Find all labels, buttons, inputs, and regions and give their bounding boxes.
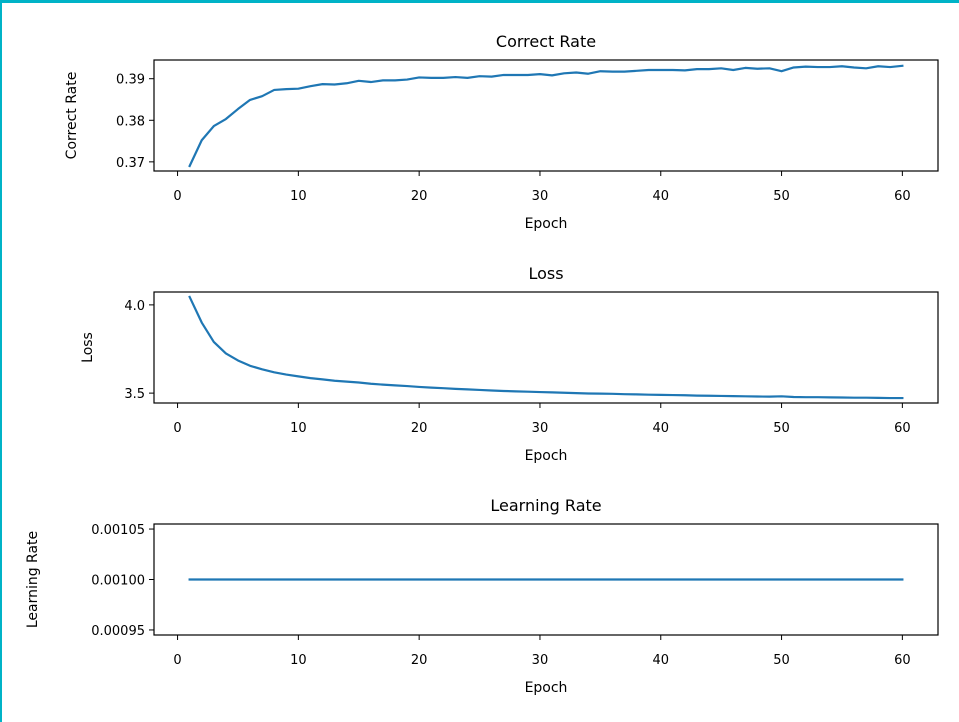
x-tick-label: 20 — [411, 421, 428, 436]
y-tick-label: 0.39 — [116, 73, 145, 88]
x-tick-label: 20 — [411, 189, 428, 204]
y-axis-label: Loss — [80, 332, 96, 363]
x-tick-label: 50 — [773, 189, 790, 204]
y-tick-label: 0.00100 — [91, 574, 145, 589]
y-axis-label: Learning Rate — [25, 531, 41, 628]
series-line-correct-rate — [188, 64, 904, 168]
x-tick-label: 0 — [173, 421, 181, 436]
x-tick-label: 10 — [290, 421, 307, 436]
y-tick-label: 0.00105 — [91, 523, 145, 538]
x-tick-label: 40 — [652, 421, 669, 436]
x-tick-label: 50 — [773, 421, 790, 436]
y-tick-label: 3.5 — [124, 387, 145, 402]
axes-frame — [153, 291, 939, 404]
y-axis-label: Correct Rate — [64, 72, 80, 160]
chart-title: Learning Rate — [490, 496, 601, 515]
series-line-loss — [188, 295, 904, 400]
axes-frame — [153, 59, 939, 172]
y-tick-label: 0.37 — [116, 156, 145, 171]
x-tick-label: 60 — [894, 189, 911, 204]
x-tick-label: 50 — [773, 653, 790, 668]
chart-title: Correct Rate — [496, 32, 596, 51]
chart-title: Loss — [528, 264, 563, 283]
y-tick-label: 0.38 — [116, 114, 145, 129]
x-axis-label: Epoch — [525, 448, 568, 464]
subplot-learning-rate: Learning Rate 0 10 20 30 40 50 60 0.00095 0.00100… — [25, 496, 939, 696]
subplot-correct-rate: Correct Rate 0 10 20 30 40 50 60 0.37 0.38 0.39 Epo… — [64, 32, 939, 232]
x-tick-label: 40 — [652, 189, 669, 204]
subplot-loss: Loss 0 10 20 30 40 50 60 3.5 4.0 Epoch Loss — [80, 264, 939, 464]
x-axis-label: Epoch — [525, 680, 568, 696]
x-tick-label: 30 — [532, 189, 549, 204]
x-tick-label: 40 — [652, 653, 669, 668]
x-tick-label: 60 — [894, 421, 911, 436]
y-tick-label: 0.00095 — [91, 624, 145, 639]
y-tick-label: 4.0 — [124, 299, 145, 314]
x-tick-label: 30 — [532, 421, 549, 436]
x-axis-label: Epoch — [525, 216, 568, 232]
x-tick-label: 60 — [894, 653, 911, 668]
x-tick-label: 30 — [532, 653, 549, 668]
x-tick-label: 0 — [173, 189, 181, 204]
x-tick-label: 0 — [173, 653, 181, 668]
x-tick-label: 10 — [290, 653, 307, 668]
x-tick-label: 10 — [290, 189, 307, 204]
x-tick-label: 20 — [411, 653, 428, 668]
